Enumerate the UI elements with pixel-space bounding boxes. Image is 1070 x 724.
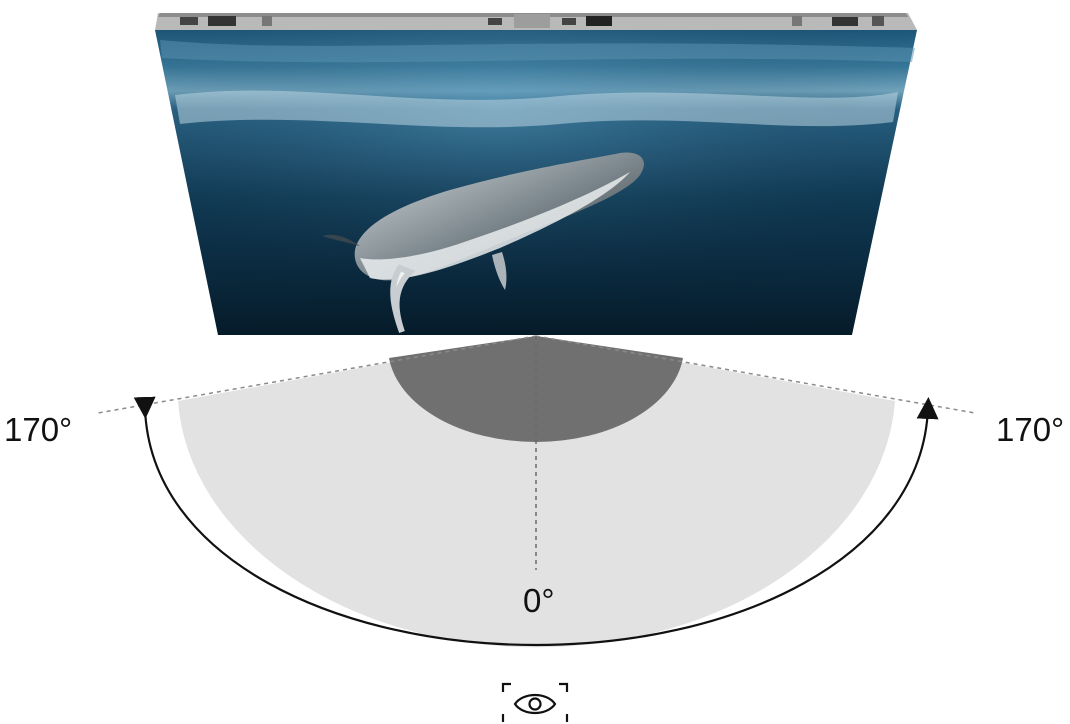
viewing-angle-arc-arrow	[133, 396, 939, 647]
angle-label-left: 170°	[4, 411, 73, 448]
eye-icon	[501, 682, 569, 722]
humpback-whale-image	[322, 152, 644, 334]
led-display-panel	[155, 13, 917, 335]
center-angle-label: 0°	[523, 582, 555, 619]
angle-label-right: 170°	[996, 411, 1065, 448]
